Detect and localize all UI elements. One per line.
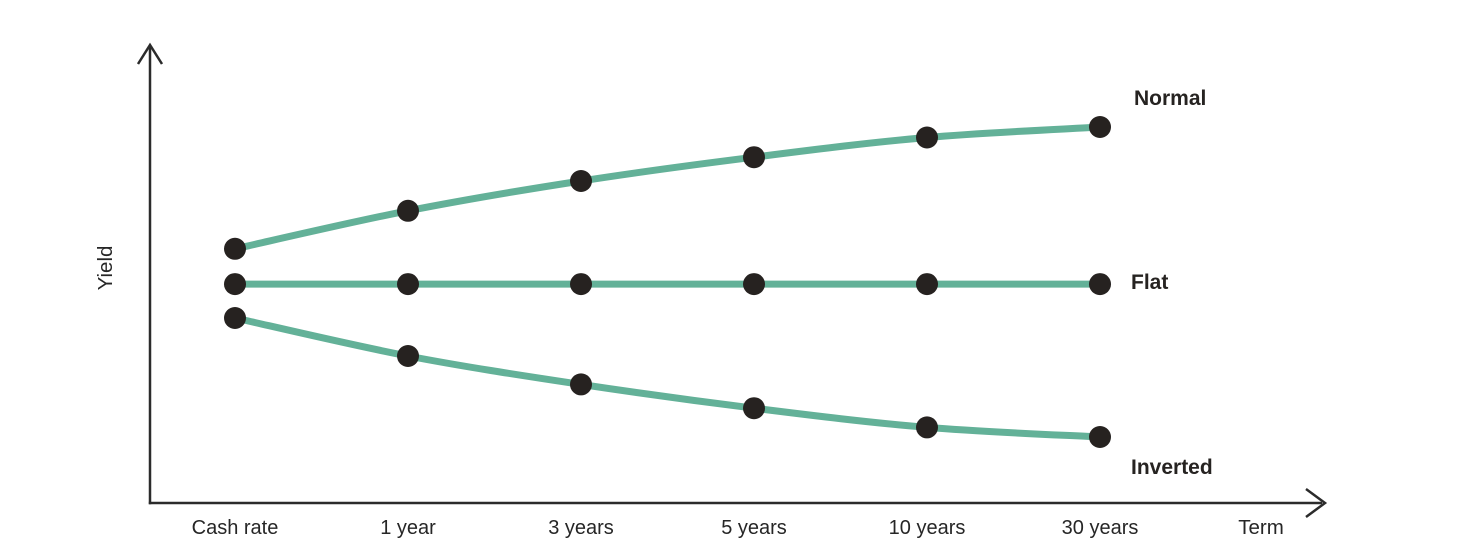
y-axis-arrowhead-icon bbox=[136, 42, 164, 65]
flat-data-point-0 bbox=[224, 273, 246, 296]
inverted-data-point-2 bbox=[570, 373, 592, 396]
series-label-inverted: Inverted bbox=[1131, 456, 1213, 479]
flat-data-point-4 bbox=[916, 273, 938, 296]
series-label-normal: Normal bbox=[1134, 87, 1206, 110]
tick-label-30-years: 30 years bbox=[1062, 517, 1139, 539]
flat-data-point-2 bbox=[570, 273, 592, 296]
tick-label-cash-rate: Cash rate bbox=[192, 517, 279, 539]
inverted-data-point-1 bbox=[397, 345, 419, 367]
normal-data-point-1 bbox=[397, 199, 419, 222]
x-axis-arrowhead-icon bbox=[1305, 487, 1328, 519]
inverted-data-point-5 bbox=[1089, 426, 1111, 448]
normal-data-point-4 bbox=[916, 126, 938, 149]
flat-curve-series bbox=[224, 273, 1111, 296]
inverted-data-point-4 bbox=[916, 416, 938, 439]
normal-curve-series bbox=[224, 116, 1111, 260]
tick-label-10-years: 10 years bbox=[889, 517, 966, 539]
tick-label-1-year: 1 year bbox=[380, 517, 436, 539]
series-label-flat: Flat bbox=[1131, 271, 1168, 294]
normal-data-point-2 bbox=[570, 170, 592, 192]
normal-data-point-0 bbox=[224, 237, 246, 260]
y-axis-title: Yield bbox=[94, 246, 117, 291]
inverted-curve-line bbox=[231, 314, 1104, 441]
flat-data-point-5 bbox=[1089, 273, 1111, 296]
normal-curve-line bbox=[231, 123, 1104, 253]
flat-data-point-1 bbox=[397, 273, 419, 296]
normal-data-point-5 bbox=[1089, 116, 1111, 138]
tick-label-5-years: 5 years bbox=[721, 517, 787, 539]
inverted-data-point-0 bbox=[224, 307, 246, 329]
inverted-data-point-3 bbox=[743, 397, 765, 420]
flat-data-point-3 bbox=[743, 273, 765, 296]
normal-data-point-3 bbox=[743, 146, 765, 169]
x-axis-title: Term bbox=[1238, 516, 1284, 539]
tick-label-3-years: 3 years bbox=[548, 517, 614, 539]
inverted-curve-series bbox=[224, 307, 1111, 448]
